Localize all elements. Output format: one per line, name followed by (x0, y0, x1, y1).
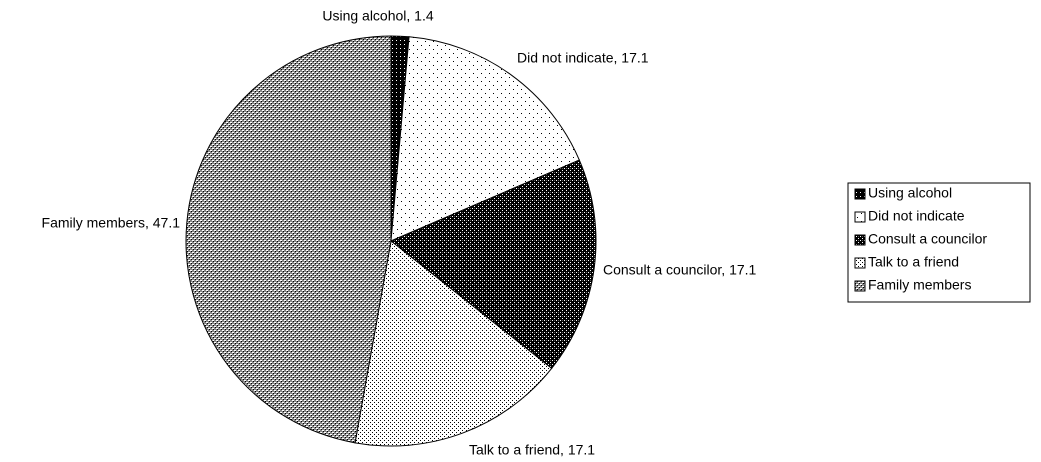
legend-label: Using alcohol (868, 185, 952, 201)
pie-slice (390, 159, 597, 370)
legend-label: Family members (868, 277, 971, 293)
legend-label: Did not indicate (868, 208, 965, 224)
data-label: Consult a councilor, 17.1 (603, 262, 757, 278)
data-label: Did not indicate, 17.1 (517, 50, 649, 66)
legend-box (847, 182, 1031, 303)
legend-label: Talk to a friend (868, 254, 959, 270)
legend-swatch (854, 257, 866, 269)
legend-label: Consult a councilor (868, 231, 987, 247)
data-label: Talk to a friend, 17.1 (469, 442, 595, 458)
pie-slice (390, 36, 580, 242)
legend-swatch (854, 280, 866, 292)
pie-slice (354, 240, 553, 447)
data-label: Family members, 47.1 (42, 215, 181, 231)
legend-swatch (854, 211, 866, 223)
legend-swatch (854, 188, 866, 200)
legend-swatch (854, 234, 866, 246)
data-label: Using alcohol, 1.4 (322, 8, 434, 24)
pie-slice (185, 35, 392, 444)
